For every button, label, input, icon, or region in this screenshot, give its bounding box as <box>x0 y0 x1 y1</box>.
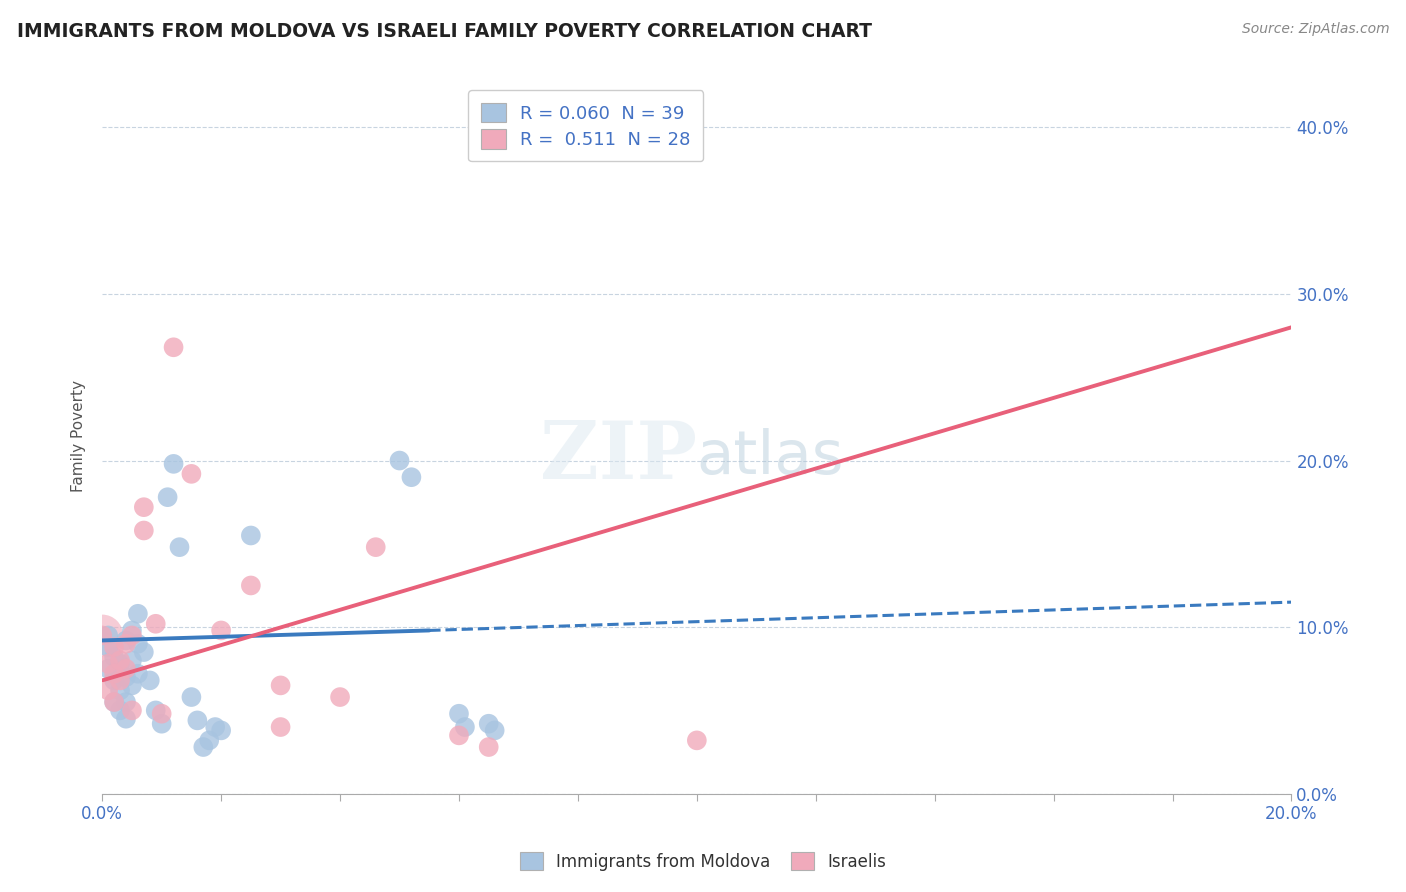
Point <box>139 673 162 688</box>
Point <box>108 673 131 688</box>
Point <box>132 500 155 515</box>
Point <box>97 628 120 642</box>
Point <box>626 124 648 138</box>
Point <box>239 528 262 542</box>
Point <box>364 540 387 554</box>
Point <box>156 490 179 504</box>
Point <box>145 616 167 631</box>
Point <box>198 733 221 747</box>
Point <box>103 695 125 709</box>
Point <box>388 453 411 467</box>
Point <box>454 720 477 734</box>
Point <box>91 628 114 642</box>
Legend: Immigrants from Moldova, Israelis: Immigrants from Moldova, Israelis <box>512 844 894 880</box>
Point <box>108 653 131 667</box>
Point <box>127 637 149 651</box>
Point <box>127 666 149 681</box>
Point <box>103 640 125 654</box>
Point <box>169 540 191 554</box>
Point <box>447 706 470 721</box>
Point <box>204 720 226 734</box>
Point <box>132 645 155 659</box>
Point <box>447 728 470 742</box>
Point <box>121 703 143 717</box>
Point <box>121 678 143 692</box>
Point <box>209 624 232 638</box>
Point <box>115 670 138 684</box>
Point <box>127 607 149 621</box>
Point <box>108 683 131 698</box>
Point <box>103 666 125 681</box>
Point <box>97 640 120 654</box>
Text: Source: ZipAtlas.com: Source: ZipAtlas.com <box>1241 22 1389 37</box>
Point <box>162 457 184 471</box>
Point <box>108 703 131 717</box>
Point <box>121 653 143 667</box>
Point <box>162 340 184 354</box>
Point <box>103 673 125 688</box>
Point <box>115 712 138 726</box>
Point <box>150 716 173 731</box>
Point <box>401 470 423 484</box>
Point <box>186 714 208 728</box>
Point <box>115 633 138 648</box>
Point <box>180 690 202 704</box>
Point <box>270 678 292 692</box>
Point <box>145 703 167 717</box>
Point <box>209 723 232 738</box>
Point <box>478 716 501 731</box>
Point <box>115 662 138 676</box>
Y-axis label: Family Poverty: Family Poverty <box>72 380 86 491</box>
Text: IMMIGRANTS FROM MOLDOVA VS ISRAELI FAMILY POVERTY CORRELATION CHART: IMMIGRANTS FROM MOLDOVA VS ISRAELI FAMIL… <box>17 22 872 41</box>
Point <box>132 524 155 538</box>
Point <box>239 578 262 592</box>
Point <box>193 739 215 754</box>
Point <box>121 628 143 642</box>
Point <box>97 657 120 671</box>
Text: ZIP: ZIP <box>540 418 697 496</box>
Point <box>329 690 352 704</box>
Point <box>180 467 202 481</box>
Point <box>270 720 292 734</box>
Point <box>97 662 120 676</box>
Point <box>103 650 125 665</box>
Point <box>121 624 143 638</box>
Text: atlas: atlas <box>697 427 845 486</box>
Point <box>115 695 138 709</box>
Legend: R = 0.060  N = 39, R =  0.511  N = 28: R = 0.060 N = 39, R = 0.511 N = 28 <box>468 90 703 161</box>
Point <box>484 723 506 738</box>
Point <box>686 733 709 747</box>
Point <box>478 739 501 754</box>
Point <box>108 657 131 671</box>
Point <box>115 637 138 651</box>
Point <box>97 683 120 698</box>
Point <box>91 628 114 642</box>
Point <box>103 695 125 709</box>
Point <box>150 706 173 721</box>
